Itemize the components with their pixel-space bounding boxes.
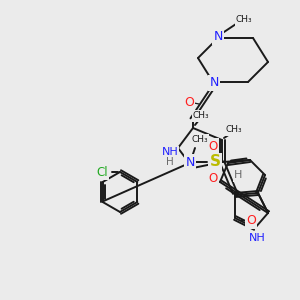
Text: S: S (209, 154, 220, 169)
Text: N: N (185, 155, 195, 169)
Text: N: N (209, 76, 219, 89)
Text: NH: NH (249, 233, 266, 243)
Text: O: O (246, 214, 256, 227)
Text: CH₃: CH₃ (193, 112, 209, 121)
Text: CH₃: CH₃ (226, 125, 242, 134)
Text: Cl: Cl (96, 166, 108, 178)
Text: CH₃: CH₃ (192, 136, 208, 145)
Text: O: O (208, 140, 217, 152)
Text: N: N (213, 31, 223, 44)
Text: NH: NH (162, 147, 178, 157)
Text: O: O (208, 172, 217, 184)
Text: O: O (184, 97, 194, 110)
Text: H: H (234, 170, 243, 181)
Text: H: H (166, 157, 174, 167)
Text: CH₃: CH₃ (236, 16, 252, 25)
